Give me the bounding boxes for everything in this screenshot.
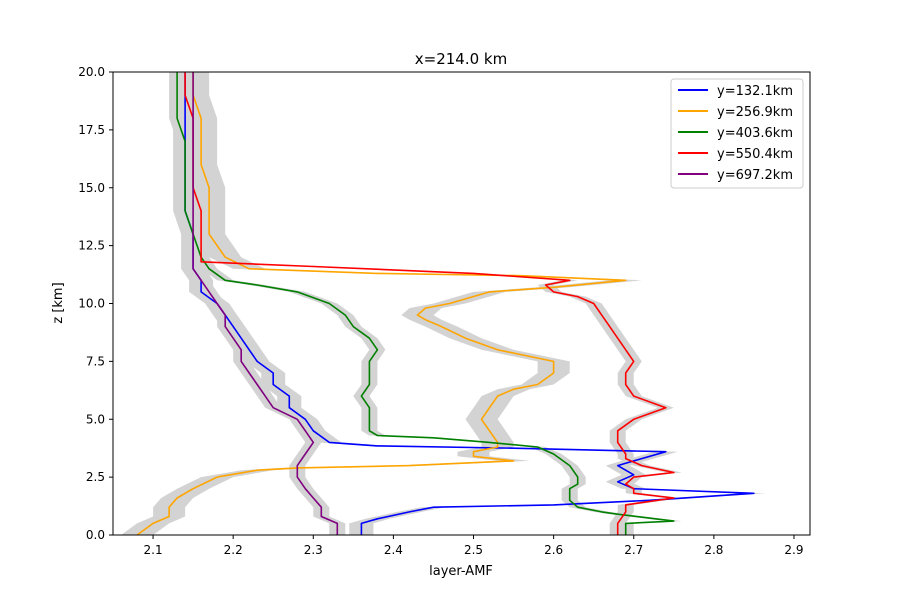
y-axis-label: z [km]	[51, 282, 66, 323]
y-tick-label: 7.5	[86, 354, 105, 368]
x-tick-label: 2.5	[464, 543, 483, 557]
legend-label-5: y=697.2km	[717, 168, 793, 183]
y-axis-ticks: 0.0 2.5 5.0 7.5 10.0 12.5 15.0 17.5 20.0	[78, 65, 113, 542]
y-tick-label: 5.0	[86, 412, 105, 426]
y-tick-label: 20.0	[78, 65, 105, 79]
legend-label-3: y=403.6km	[717, 126, 793, 141]
legend-label-4: y=550.4km	[717, 147, 793, 162]
x-tick-label: 2.3	[304, 543, 323, 557]
series-line-5	[192, 72, 339, 535]
series-lines	[136, 72, 755, 536]
y-tick-label: 2.5	[86, 470, 105, 484]
series-line-4	[184, 72, 675, 535]
x-tick-label: 2.9	[784, 543, 803, 557]
x-tick-label: 2.8	[704, 543, 723, 557]
chart-title: x=214.0 km	[415, 50, 507, 68]
legend-box	[670, 78, 804, 189]
legend-label-2: y=256.9km	[717, 105, 793, 120]
x-axis-label: layer-AMF	[429, 564, 493, 579]
y-tick-label: 12.5	[78, 239, 105, 253]
x-tick-label: 2.4	[384, 543, 403, 557]
x-axis-ticks: 2.1 2.2 2.3 2.4 2.5 2.6 2.7 2.8 2.9	[144, 535, 804, 557]
x-tick-label: 2.6	[544, 543, 563, 557]
legend-label-1: y=132.1km	[717, 84, 793, 99]
y-tick-label: 17.5	[78, 123, 105, 137]
y-tick-label: 15.0	[78, 181, 105, 195]
uncertainty-band-4	[177, 72, 682, 535]
x-tick-label: 2.1	[144, 543, 163, 557]
legend: y=132.1km y=256.9km y=403.6km y=550.4km y=69…	[670, 78, 804, 189]
series-line-2	[136, 72, 627, 536]
series-line-3	[176, 72, 675, 535]
y-tick-label: 10.0	[78, 297, 105, 311]
y-tick-label: 0.0	[86, 528, 105, 542]
x-tick-label: 2.2	[224, 543, 243, 557]
x-tick-label: 2.7	[624, 543, 643, 557]
